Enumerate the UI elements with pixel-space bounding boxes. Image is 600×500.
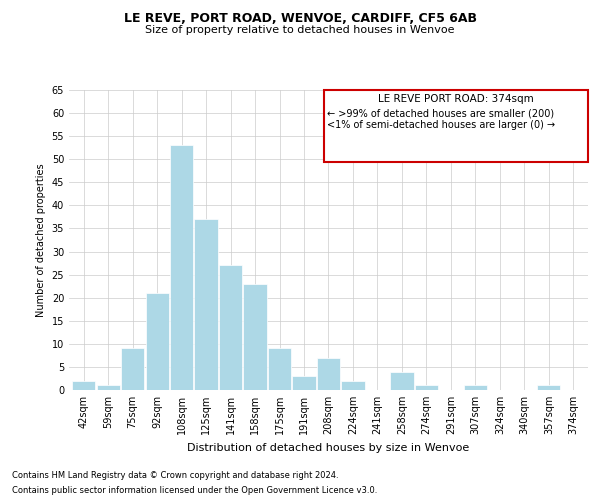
Text: LE REVE, PORT ROAD, WENVOE, CARDIFF, CF5 6AB: LE REVE, PORT ROAD, WENVOE, CARDIFF, CF5… bbox=[124, 12, 476, 26]
Bar bbox=[415, 386, 438, 390]
Bar bbox=[537, 386, 560, 390]
Bar bbox=[268, 348, 291, 390]
Text: <1% of semi-detached houses are larger (0) →: <1% of semi-detached houses are larger (… bbox=[326, 120, 555, 130]
Bar bbox=[341, 381, 365, 390]
Y-axis label: Number of detached properties: Number of detached properties bbox=[36, 163, 46, 317]
Bar bbox=[464, 386, 487, 390]
Bar bbox=[72, 381, 95, 390]
Bar bbox=[219, 266, 242, 390]
Bar bbox=[244, 284, 266, 390]
Text: Size of property relative to detached houses in Wenvoe: Size of property relative to detached ho… bbox=[145, 25, 455, 35]
Bar bbox=[146, 293, 169, 390]
Bar bbox=[194, 219, 218, 390]
Text: ← >99% of detached houses are smaller (200): ← >99% of detached houses are smaller (2… bbox=[326, 108, 554, 118]
Bar bbox=[170, 146, 193, 390]
Bar bbox=[97, 386, 120, 390]
Bar bbox=[391, 372, 413, 390]
Bar bbox=[121, 348, 144, 390]
X-axis label: Distribution of detached houses by size in Wenvoe: Distribution of detached houses by size … bbox=[187, 442, 470, 452]
Text: LE REVE PORT ROAD: 374sqm: LE REVE PORT ROAD: 374sqm bbox=[378, 94, 533, 104]
Bar bbox=[317, 358, 340, 390]
Text: Contains HM Land Registry data © Crown copyright and database right 2024.: Contains HM Land Registry data © Crown c… bbox=[12, 471, 338, 480]
Bar bbox=[292, 376, 316, 390]
Text: Contains public sector information licensed under the Open Government Licence v3: Contains public sector information licen… bbox=[12, 486, 377, 495]
